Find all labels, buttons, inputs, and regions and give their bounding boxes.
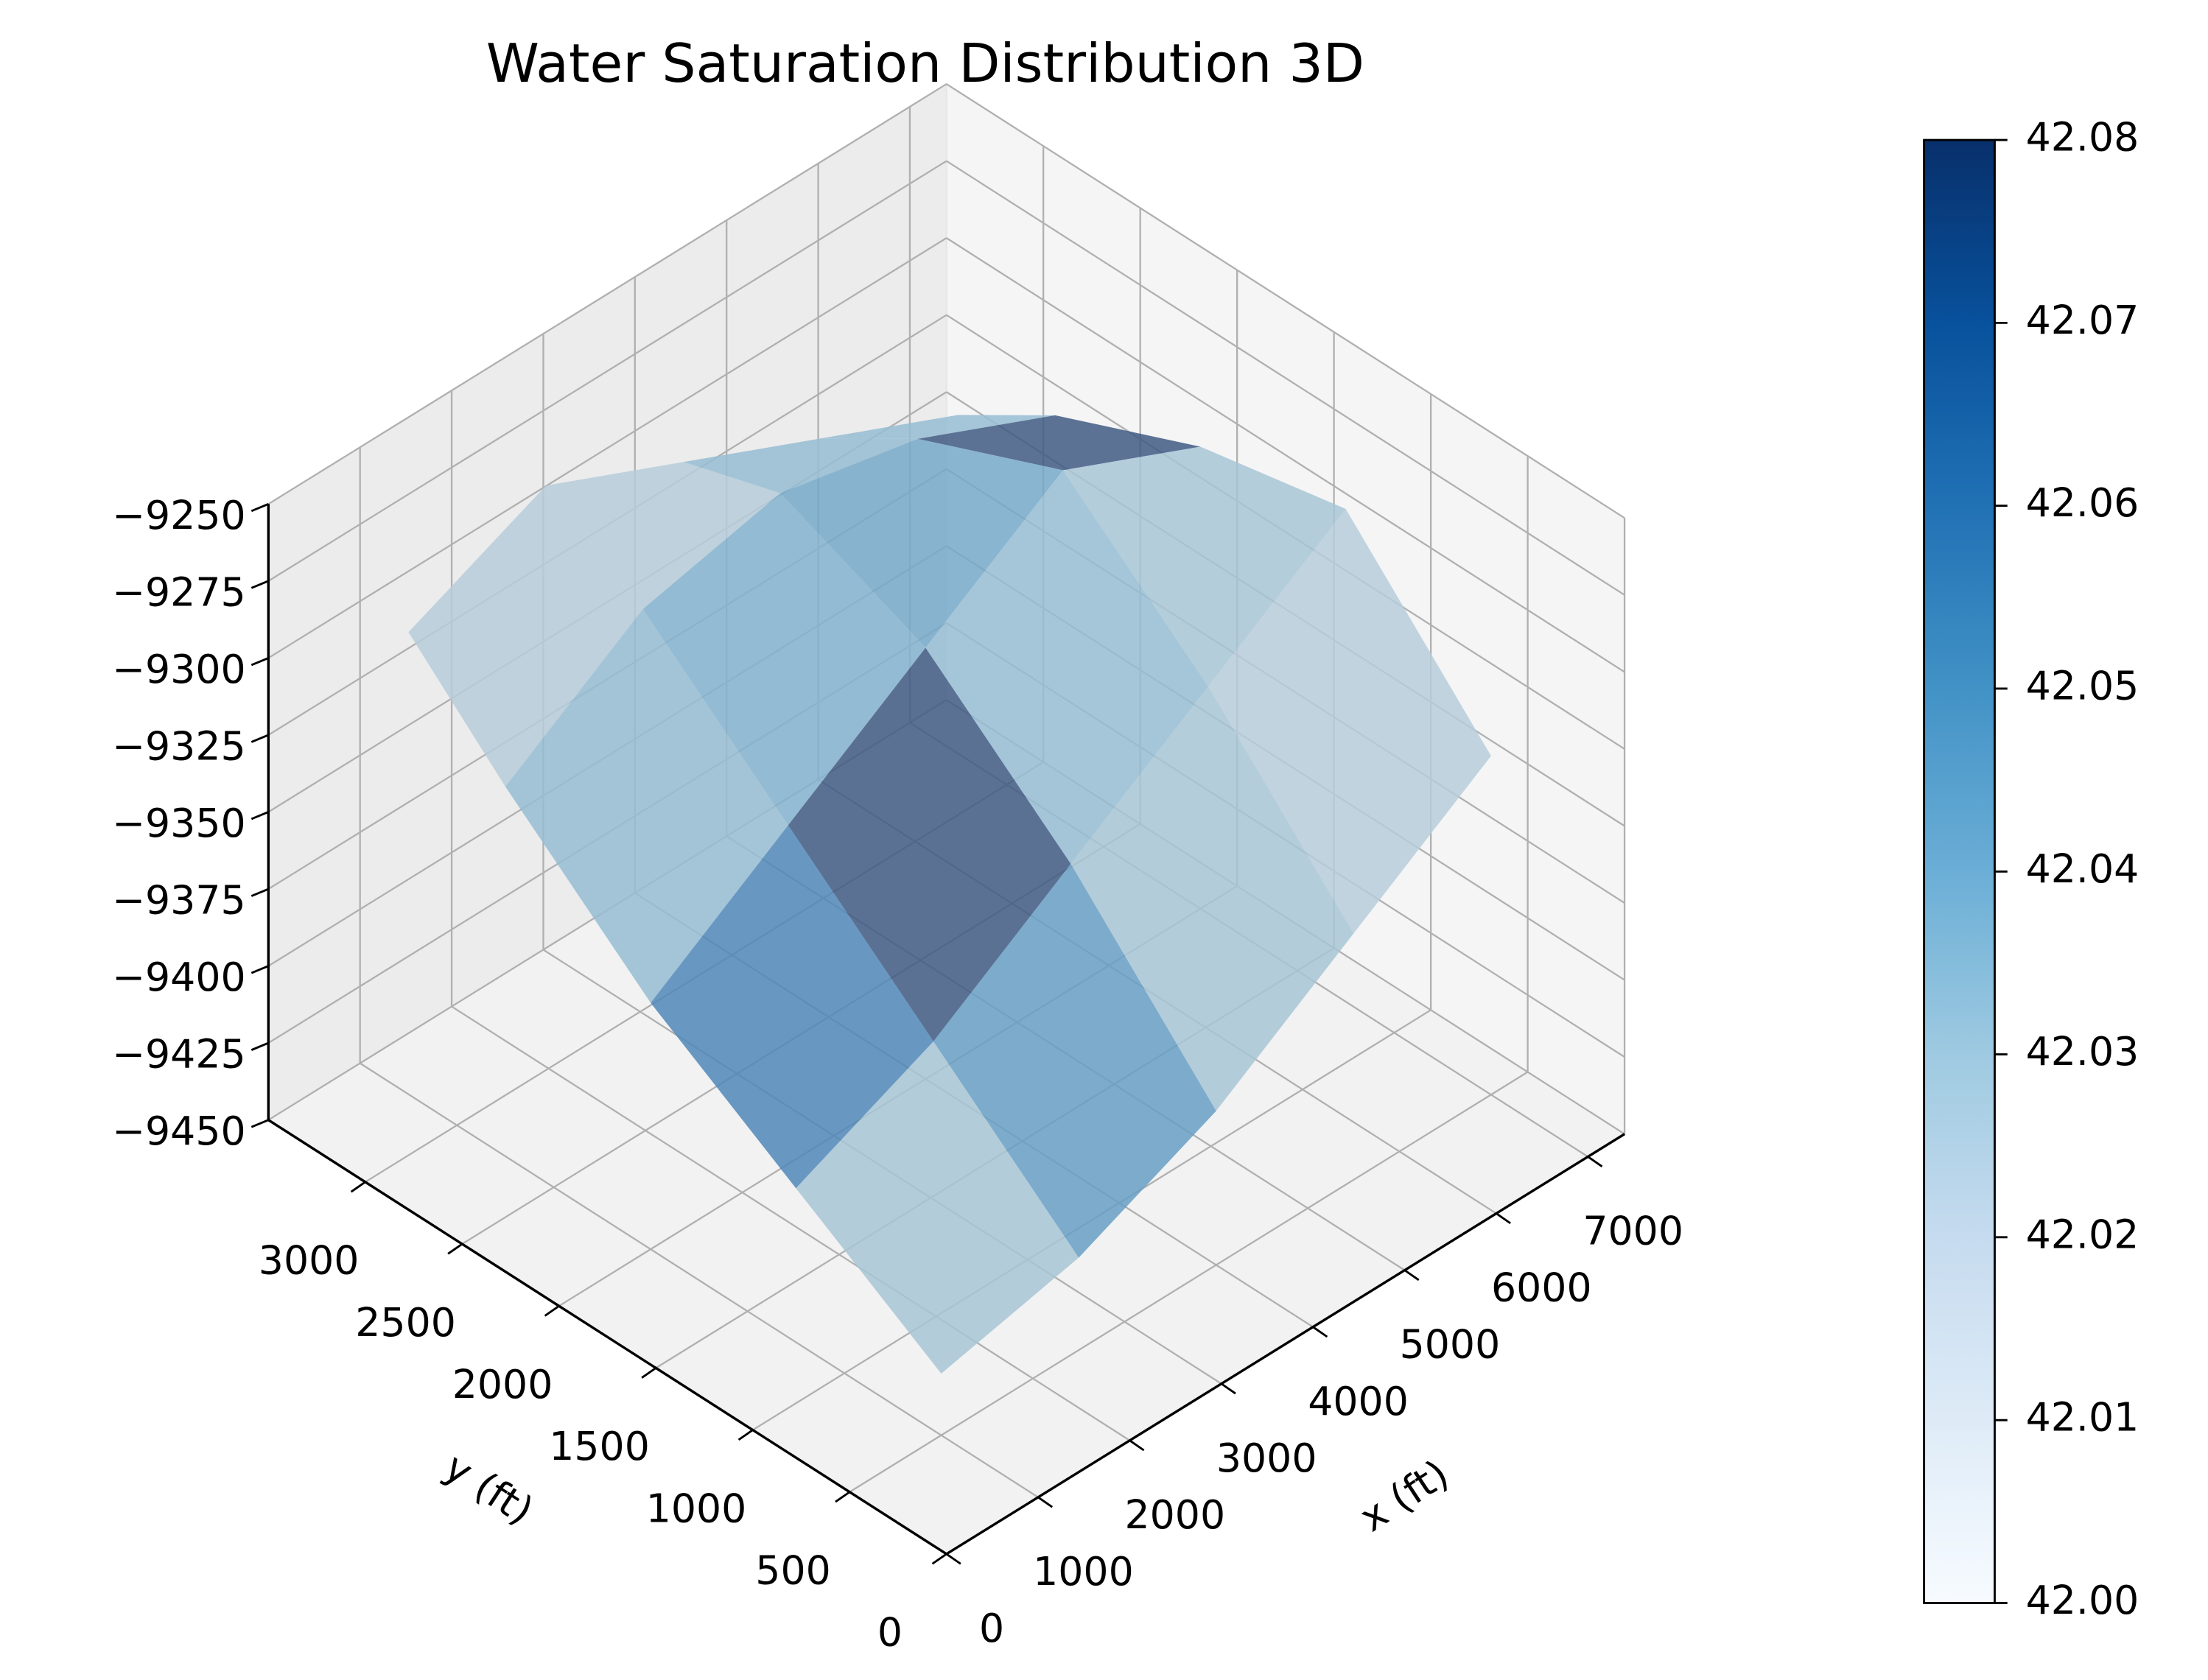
y-tick [835,1491,851,1503]
y-axis [267,1119,947,1556]
x-tick-label: 0 [979,1605,1004,1651]
grid-line [451,1005,1131,1441]
x-tick-label: 1000 [1033,1548,1134,1595]
colorbar-tick-label: 42.03 [2026,1028,2139,1075]
chart-title: Water Saturation Distribution 3D [486,33,1364,95]
surface-patch [796,1041,1079,1374]
surface-patch [408,485,643,787]
z-tick-label: −9300 [112,646,246,692]
y-tick-label: 1000 [646,1486,747,1532]
x-axis-label: x (ft) [1351,1450,1457,1541]
x-tick [1129,1439,1145,1452]
z-tick [250,502,269,513]
x-tick-label: 2000 [1125,1491,1226,1538]
y-tick-label: 2500 [355,1299,456,1346]
x-tick-label: 5000 [1400,1321,1501,1368]
grid-line [946,237,1625,673]
z-tick [250,580,269,589]
surface-patch [925,470,1209,865]
grid-line [946,83,1625,519]
colorbar-tick-label: 42.04 [2026,846,2139,892]
grid-line [849,1071,1529,1493]
z-tick-label: −9375 [112,877,246,924]
x-tick-label: 3000 [1216,1435,1317,1481]
y-tick [447,1243,463,1255]
colorbar-tick-label: 42.01 [2026,1394,2139,1441]
z-tick-label: −9400 [112,954,246,1000]
x-axis [945,1133,1626,1556]
colorbar [1923,138,1996,1604]
z-tick-label: −9450 [112,1108,246,1154]
x-tick [1221,1382,1236,1395]
colorbar-tick-label: 42.02 [2026,1212,2139,1258]
surface-patch [1070,686,1354,1111]
grid-line [360,1062,1039,1498]
y-tick [350,1181,366,1193]
y-tick-label: 2000 [452,1361,553,1407]
x-tick [1587,1156,1603,1167]
colorbar-tick-label: 42.07 [2026,297,2139,343]
y-axis-label: y (ft) [436,1444,542,1534]
y-tick-label: 3000 [259,1237,360,1284]
surface-patch [1208,508,1491,934]
z-tick-label: −9425 [112,1031,246,1078]
z-tick-label: −9325 [112,723,246,770]
x-tick-label: 7000 [1583,1208,1683,1254]
y-tick [737,1429,754,1441]
x-tick [1403,1269,1420,1282]
grid-line [267,237,947,659]
z-tick-label: −9350 [112,800,246,846]
colorbar-tick-label: 42.08 [2026,114,2139,161]
surface-patch [651,825,933,1189]
y-tick [931,1553,947,1565]
colorbar-tick-label: 42.06 [2026,479,2139,526]
x-tick [1496,1212,1511,1225]
x-tick-label: 6000 [1491,1265,1592,1311]
y-tick [641,1367,657,1379]
surface-patch [788,647,1071,1042]
grid-line [946,160,1625,596]
y-tick [544,1305,560,1317]
surface-patch [1062,446,1346,687]
colorbar-tick-label: 42.05 [2026,663,2139,709]
x-tick [1037,1496,1054,1508]
surface-patch [505,609,788,1003]
y-tick-label: 1500 [549,1423,650,1469]
surface-patch [683,438,918,493]
z-tick-label: −9275 [112,569,246,616]
z-tick-label: −9250 [112,492,246,538]
surface-patch [917,415,1201,471]
z-tick [250,811,269,820]
surface-patch [546,462,781,610]
z-tick [250,888,269,897]
z-tick [250,965,269,974]
grid-line [267,83,947,505]
y-tick-label: 500 [755,1547,830,1594]
surface-patch [821,415,1056,439]
surface-patch [642,493,926,826]
surface-patch [933,864,1216,1258]
x-tick-label: 4000 [1308,1378,1409,1424]
grid-line [267,160,947,582]
surface-patch [780,438,1063,648]
z-tick [250,1041,269,1051]
y-tick-label: 0 [877,1609,903,1656]
z-tick [250,1119,269,1128]
x-tick [1312,1326,1328,1338]
z-tick [250,657,269,667]
z-tick [250,734,269,743]
colorbar-tick-label: 42.00 [2026,1577,2139,1623]
x-tick [945,1553,961,1565]
